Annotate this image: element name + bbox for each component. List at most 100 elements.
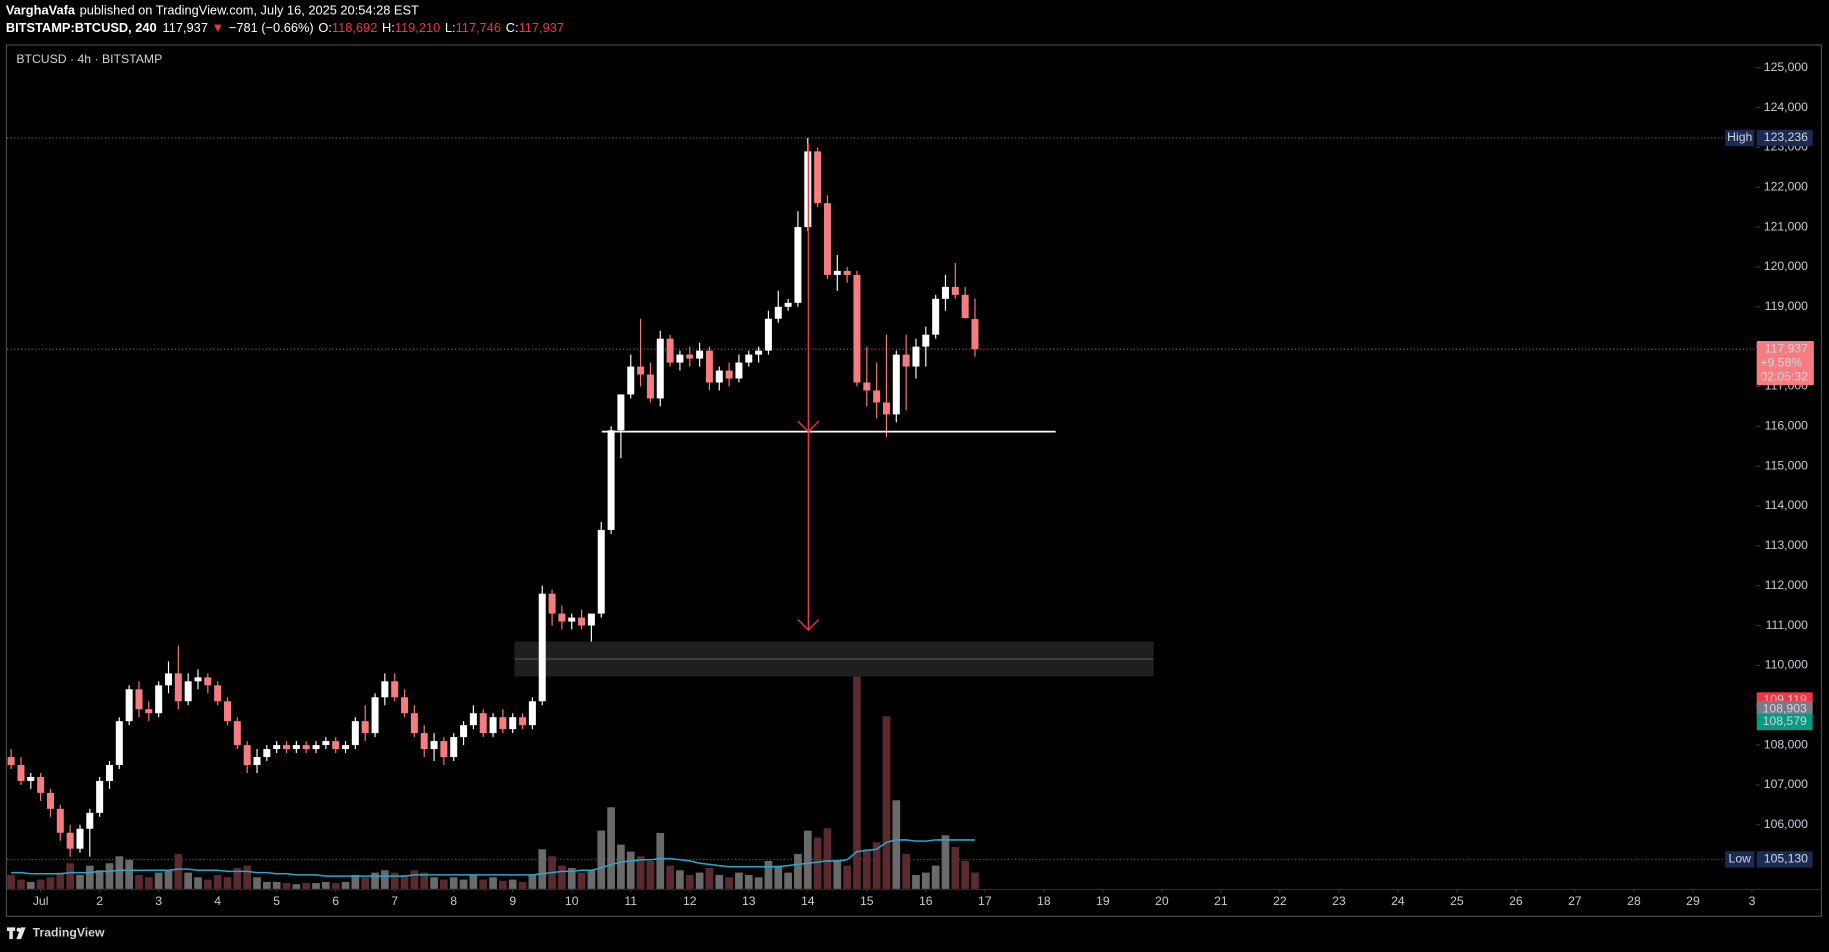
current-price-label: 117,937	[1765, 341, 1809, 355]
volume-bar	[66, 863, 74, 889]
volume-bar	[577, 872, 586, 889]
volume-ma	[11, 839, 975, 877]
volume-bar	[735, 872, 743, 889]
candle-body	[676, 354, 684, 363]
volume-bar	[213, 874, 222, 889]
price-tag	[1756, 129, 1813, 147]
candle-body	[725, 370, 733, 379]
x-tick-label: 21	[1214, 894, 1228, 908]
indicator-tag-label: 108,579	[1763, 714, 1807, 728]
candle-body	[450, 737, 458, 758]
candle-body	[696, 350, 704, 359]
candle-body	[283, 745, 291, 750]
chart-title: BTCUSD · 4h · BITSTAMP	[16, 52, 162, 66]
symbol: BITSTAMP:BTCUSD, 240	[6, 21, 157, 36]
volume-bar	[646, 860, 655, 889]
x-tick-label: 12	[683, 894, 697, 908]
volume-bar	[528, 874, 537, 889]
volume-bar	[26, 881, 35, 889]
candle-body	[214, 685, 222, 702]
candle-body	[96, 780, 104, 813]
candle-body	[46, 792, 54, 809]
x-tick-label: 16	[919, 894, 933, 908]
candle-body	[823, 203, 831, 275]
volume-bar	[784, 872, 792, 889]
brand: TradingView	[33, 925, 105, 939]
x-tick-label: 11	[624, 894, 637, 908]
x-tick-label: 10	[565, 894, 579, 908]
candle-body	[224, 701, 232, 722]
candle-body	[853, 274, 861, 383]
volume-bar	[676, 870, 684, 889]
candle-body	[155, 685, 163, 714]
volume-bar	[381, 870, 389, 889]
volume-bar	[912, 874, 920, 889]
volume-bar	[951, 846, 960, 889]
y-tick-label: 120,000	[1764, 259, 1808, 273]
volume-bar	[76, 874, 84, 889]
volume-bar	[312, 883, 320, 889]
candle-body	[145, 709, 153, 714]
volume-bar	[331, 883, 340, 889]
candle-body	[342, 745, 350, 750]
x-tick-label: 14	[801, 894, 815, 908]
volume-bar	[971, 872, 979, 889]
volume-bar	[794, 853, 802, 889]
price-tag-name: Low	[1729, 852, 1752, 866]
candle-body	[440, 741, 448, 758]
x-tick-label: 15	[860, 894, 874, 908]
volume-bar	[853, 676, 861, 889]
y-tick-label: 116,000	[1765, 419, 1809, 433]
volume-bar	[135, 874, 143, 889]
indicator-tag-label: 108,903	[1763, 701, 1807, 715]
candle-body	[666, 338, 674, 363]
ohlc-value: 117,746	[456, 21, 501, 36]
volume-bar	[469, 874, 478, 889]
volume-bar	[17, 879, 25, 889]
candle-body	[420, 733, 428, 750]
volume-bar	[282, 883, 291, 889]
volume-bar	[499, 880, 507, 889]
candle-body	[971, 319, 979, 350]
x-tick-label: 26	[1509, 894, 1523, 908]
volume-bar	[390, 872, 399, 889]
price-tag-name-box	[1725, 129, 1755, 147]
candle-body	[538, 593, 546, 702]
volume-bar	[341, 881, 350, 889]
ohlc-key: L:	[445, 21, 456, 36]
volume-bar	[715, 874, 724, 889]
volume-bar	[449, 877, 458, 889]
candle-body	[361, 721, 369, 734]
volume-bar	[754, 877, 763, 889]
volume-bar	[203, 879, 212, 889]
volume-bar	[233, 867, 242, 889]
candle-body	[489, 717, 497, 734]
candle-body	[814, 151, 822, 204]
candle-body	[558, 613, 566, 622]
candle-body	[755, 350, 763, 355]
candle-body	[686, 354, 694, 359]
logo-shape	[16, 927, 26, 940]
current-price-change: +9.58%	[1760, 355, 1802, 369]
volume-bar	[410, 870, 419, 889]
candle-body	[430, 741, 438, 750]
volume-bar	[36, 879, 45, 889]
candle-body	[76, 828, 84, 849]
candle-body	[892, 354, 900, 415]
volume-bar	[272, 881, 281, 889]
y-tick-label: 107,000	[1764, 777, 1808, 791]
volume-bar	[941, 835, 950, 889]
volume-bar	[892, 800, 901, 889]
volume-bar	[194, 877, 202, 889]
volume-bar	[105, 863, 114, 889]
ohlc-key: H:	[382, 21, 395, 36]
candle-body	[56, 808, 64, 833]
volume-bar	[184, 872, 193, 889]
last-price: 117,937	[163, 21, 208, 36]
candle-body	[607, 430, 615, 530]
candle-body	[882, 402, 890, 415]
candle-body	[784, 302, 792, 307]
candle-body	[932, 298, 940, 335]
y-tick-label: 121,000	[1764, 219, 1808, 233]
